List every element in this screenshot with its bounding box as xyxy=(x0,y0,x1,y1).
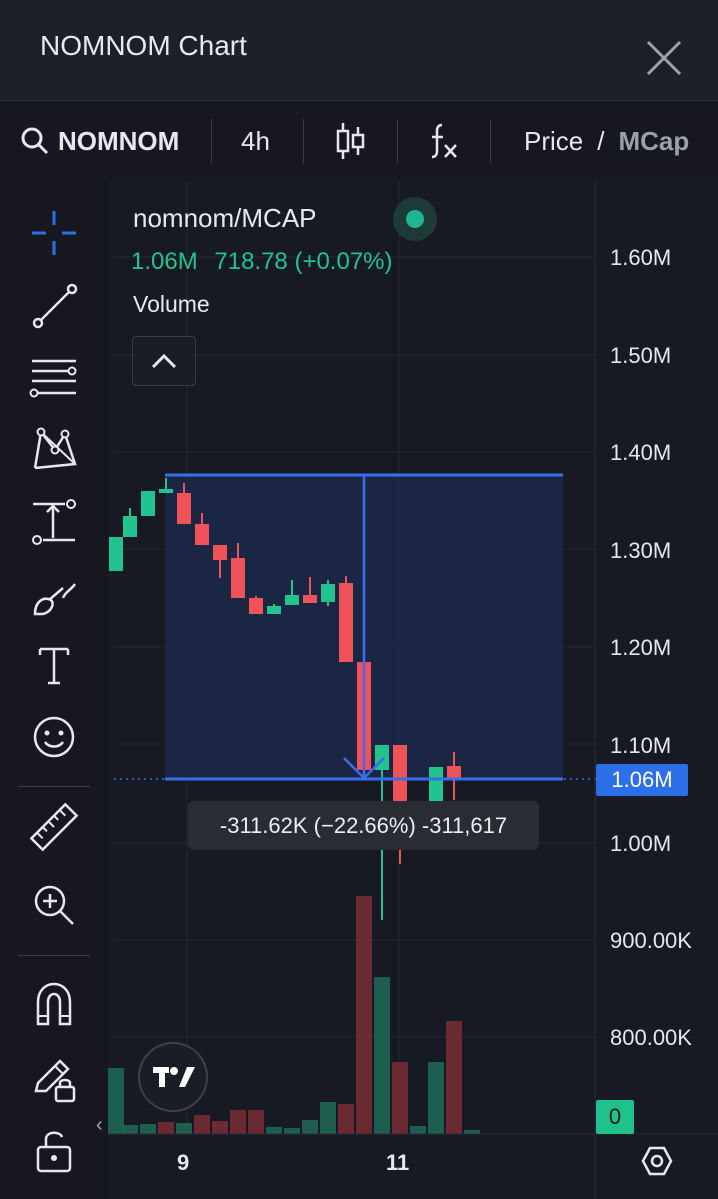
zoom-in-icon xyxy=(34,885,74,925)
crosshair-tool[interactable] xyxy=(20,203,88,263)
scroll-left-icon[interactable]: ‹ xyxy=(96,1114,103,1136)
interval-label: 4h xyxy=(241,125,270,156)
measure-tooltip: -311.62K (−22.66%) -311,617 xyxy=(188,801,539,850)
unlock-icon xyxy=(36,1131,72,1173)
toolbar-divider xyxy=(18,786,90,787)
legend-values: 1.06M 718.78 (+0.07%) xyxy=(131,248,393,276)
y-tick-label: 800.00K xyxy=(610,1025,692,1050)
magnet-icon xyxy=(36,982,72,1026)
toggle-slash: / xyxy=(597,125,605,156)
emoji-tool[interactable] xyxy=(20,707,88,767)
search-icon xyxy=(21,127,49,155)
volume-tag: 0 xyxy=(596,1100,634,1134)
fib-tool[interactable] xyxy=(20,347,88,407)
legend-last-value: 1.06M xyxy=(131,248,198,275)
y-tick-label: 1.30M xyxy=(610,538,672,563)
text-tool[interactable] xyxy=(20,635,88,695)
chevron-up-icon xyxy=(151,353,177,369)
y-tick-label: 1.60M xyxy=(610,245,672,270)
fib-icon xyxy=(29,359,77,398)
mcap-option[interactable]: MCap xyxy=(618,125,690,156)
window-title: NOMNOM Chart xyxy=(40,30,247,61)
close-icon[interactable] xyxy=(644,38,684,78)
interval-button[interactable]: 4h xyxy=(241,101,270,181)
tradingview-logo[interactable] xyxy=(138,1042,208,1112)
collapse-legend-button[interactable] xyxy=(132,336,196,386)
pattern-tool[interactable] xyxy=(20,419,88,479)
toolbar-divider xyxy=(211,119,212,163)
legend-change: 718.78 (+0.07%) xyxy=(214,248,393,275)
symbol-search-button[interactable]: NOMNOM xyxy=(20,101,179,181)
text-icon xyxy=(38,647,70,685)
symbol-label: NOMNOM xyxy=(58,125,180,156)
brush-icon xyxy=(33,583,77,616)
fx-icon xyxy=(431,123,457,159)
measure-icon xyxy=(32,499,76,545)
drawing-toolbar xyxy=(0,181,108,1199)
tradingview-icon xyxy=(153,1067,195,1087)
pattern-icon xyxy=(33,427,77,470)
trendline-icon xyxy=(32,283,78,329)
price-mcap-toggle[interactable]: Price / MCap xyxy=(524,101,689,181)
lock-drawings-tool[interactable] xyxy=(20,1049,88,1109)
brush-tool[interactable] xyxy=(20,567,88,627)
x-tick-label: 9 xyxy=(177,1150,190,1175)
legend-symbol[interactable]: nomnom/MCAP xyxy=(133,203,317,233)
settings-icon[interactable] xyxy=(640,1144,674,1178)
y-tick-label: 1.40M xyxy=(610,440,672,465)
current-price-tag: 1.06M xyxy=(596,764,688,796)
emoji-icon xyxy=(33,716,75,758)
x-tick-label: 11 xyxy=(386,1150,410,1175)
toolbar-divider xyxy=(397,119,398,163)
title-bar: NOMNOM Chart xyxy=(0,0,718,100)
market-status-dot xyxy=(393,197,437,241)
ruler-icon xyxy=(29,802,79,852)
chart-toolbar: NOMNOM 4h Price / MCap xyxy=(0,100,718,182)
y-tick-label: 900.00K xyxy=(610,928,692,953)
y-tick-label: 1.10M xyxy=(610,733,672,758)
toolbar-divider xyxy=(18,955,90,956)
crosshair-icon xyxy=(32,211,76,255)
magnet-tool[interactable] xyxy=(20,974,88,1034)
ruler-tool[interactable] xyxy=(20,797,88,857)
trendline-tool[interactable] xyxy=(20,275,88,335)
indicators-button[interactable] xyxy=(428,101,460,181)
zoom-in-tool[interactable] xyxy=(20,875,88,935)
y-tick-label: 1.20M xyxy=(610,635,672,660)
lock-pencil-icon xyxy=(34,1059,76,1103)
measure-tool[interactable] xyxy=(20,491,88,551)
toolbar-divider xyxy=(490,119,491,163)
price-option[interactable]: Price xyxy=(524,125,584,156)
y-tick-label: 1.00M xyxy=(610,831,672,856)
toolbar-divider xyxy=(303,119,304,163)
candles-icon xyxy=(336,123,365,159)
unlock-tool[interactable] xyxy=(20,1121,88,1181)
y-tick-label: 1.50M xyxy=(610,343,672,368)
legend-volume-label[interactable]: Volume xyxy=(133,291,210,317)
chart-type-button[interactable] xyxy=(334,101,366,181)
